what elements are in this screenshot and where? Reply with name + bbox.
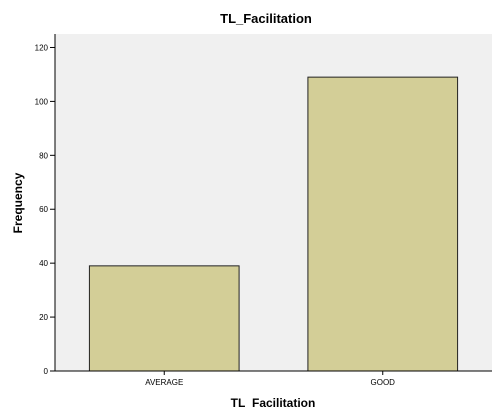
y-tick-label: 60 bbox=[39, 205, 48, 214]
y-tick-label: 0 bbox=[44, 367, 49, 376]
bar-average bbox=[88, 265, 240, 372]
y-axis-label: Frequency bbox=[11, 172, 25, 233]
y-tick-label: 100 bbox=[35, 97, 49, 106]
y-tick-label: 20 bbox=[39, 313, 48, 322]
y-tick-label: 40 bbox=[39, 259, 48, 268]
x-axis: AVERAGE GOOD bbox=[55, 370, 492, 387]
y-tick-label: 80 bbox=[39, 151, 48, 160]
x-tick-label-average: AVERAGE bbox=[145, 378, 183, 387]
bars-layer bbox=[88, 76, 459, 372]
chart-title: TL_Facilitation bbox=[220, 11, 312, 26]
x-tick-label-good: GOOD bbox=[371, 378, 396, 387]
y-axis: 0 20 40 60 80 100 120 bbox=[35, 34, 56, 376]
y-tick-label: 120 bbox=[35, 43, 49, 52]
x-axis-label: TL_Facilitation bbox=[231, 396, 316, 408]
bar-good bbox=[307, 76, 459, 372]
